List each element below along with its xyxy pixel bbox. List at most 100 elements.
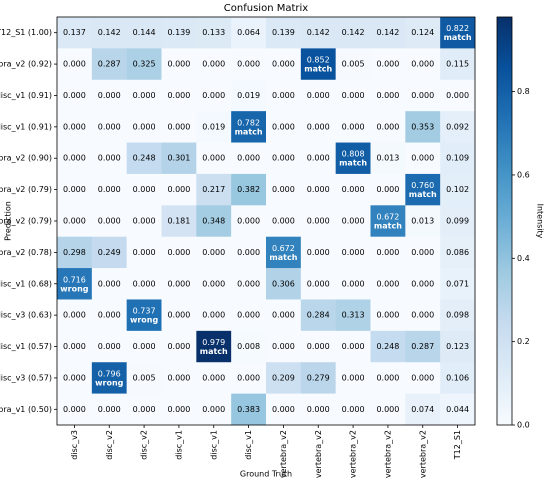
heatmap-cell — [91, 48, 127, 81]
heatmap-cell — [231, 142, 267, 175]
cell-value-label: 0.071 — [446, 279, 469, 288]
cell-value-label: 0.000 — [411, 248, 434, 257]
cell-value-label: 0.000 — [167, 279, 190, 288]
heatmap-cell — [196, 48, 232, 81]
cell-value-label: 0.000 — [411, 91, 434, 100]
cell-value-label: 0.737 — [133, 307, 156, 316]
heatmap-cell — [231, 268, 267, 300]
cell-value-label: 0.000 — [167, 311, 190, 320]
cell-value-label: 0.000 — [202, 248, 225, 257]
cell-value-label: 0.074 — [411, 405, 434, 414]
cell-value-label: 0.000 — [342, 217, 365, 226]
cell-value-label: 0.086 — [446, 248, 469, 257]
x-tick-label: vertebra_v2 — [349, 430, 358, 478]
heatmap-cell — [405, 299, 441, 332]
cell-note: wrong — [130, 316, 159, 325]
cell-value-label: 0.000 — [63, 60, 86, 69]
cell-value-label: 0.000 — [133, 279, 156, 288]
cell-value-label: 0.139 — [167, 28, 190, 37]
cell-value-label: 0.000 — [167, 405, 190, 414]
cell-value-label: 0.000 — [167, 91, 190, 100]
heatmap-cell — [266, 79, 302, 112]
heatmap-cell — [57, 79, 93, 112]
cell-value-label: 0.000 — [133, 248, 156, 257]
heatmap-cell — [300, 48, 336, 81]
cell-value-label: 0.000 — [202, 91, 225, 100]
cell-value-label: 0.313 — [342, 311, 365, 320]
x-tick-label: disc_v2 — [140, 430, 149, 460]
cell-note: match — [269, 253, 297, 262]
heatmap-cell — [231, 393, 267, 426]
heatmap-cell — [57, 236, 93, 269]
cell-value-label: 0.137 — [63, 28, 86, 37]
heatmap-cell — [335, 17, 371, 49]
cell-value-label: 0.109 — [446, 154, 469, 163]
cell-value-label: 0.287 — [98, 60, 121, 69]
heatmap-cell — [335, 79, 371, 112]
heatmap-cell — [196, 111, 232, 143]
heatmap-cell — [126, 236, 162, 269]
cell-value-label: 0.000 — [342, 248, 365, 257]
heatmap-cell — [440, 173, 476, 206]
y-tick-label: vertebra_v2 (0.92) — [0, 60, 52, 69]
colorbar-tick-label: 0.2 — [517, 337, 530, 346]
colorbar-tick-label: 0.6 — [517, 170, 530, 179]
cell-value-label: 0.000 — [307, 342, 330, 351]
heatmap-cell — [161, 205, 197, 237]
heatmap-cell — [91, 173, 127, 206]
heatmap-cell — [231, 173, 267, 206]
cell-value-label: 0.000 — [63, 342, 86, 351]
cell-value-label: 0.000 — [411, 279, 434, 288]
heatmap-cell — [440, 330, 476, 363]
heatmap-cell — [126, 299, 162, 332]
cell-value-label: 0.000 — [202, 373, 225, 382]
heatmap-cell — [335, 173, 371, 206]
heatmap-cell — [91, 393, 127, 426]
heatmap-cell — [161, 173, 197, 206]
heatmap-cell — [300, 205, 336, 237]
heatmap-cell — [370, 205, 406, 237]
cell-value-label: 0.000 — [63, 91, 86, 100]
cell-value-label: 0.064 — [237, 28, 260, 37]
heatmap-cell — [335, 299, 371, 332]
cell-value-label: 0.000 — [133, 217, 156, 226]
cell-value-label: 0.325 — [133, 60, 156, 69]
heatmap-cell — [231, 48, 267, 81]
heatmap-cell — [440, 299, 476, 332]
cell-note: wrong — [60, 284, 89, 293]
cell-value-label: 0.044 — [446, 405, 469, 414]
heatmap-cell — [300, 268, 336, 300]
heatmap-cell — [231, 299, 267, 332]
heatmap-cell — [161, 268, 197, 300]
cell-value-label: 0.760 — [411, 181, 434, 190]
cell-value-label: 0.808 — [342, 150, 365, 159]
x-tick-label: disc_v1 — [209, 430, 218, 460]
heatmap-cell — [126, 393, 162, 426]
cell-value-label: 0.000 — [98, 217, 121, 226]
heatmap-cell — [57, 362, 93, 394]
cell-value-label: 0.005 — [342, 60, 365, 69]
cell-note: match — [444, 33, 472, 42]
cell-value-label: 0.000 — [376, 405, 399, 414]
cell-value-label: 0.000 — [411, 154, 434, 163]
heatmap-cell — [57, 17, 93, 49]
heatmap-cell — [300, 236, 336, 269]
heatmap-cell — [196, 268, 232, 300]
cell-value-label: 0.000 — [63, 185, 86, 194]
cell-value-label: 0.019 — [237, 91, 260, 100]
cell-value-label: 0.142 — [98, 28, 121, 37]
heatmap-cell — [370, 142, 406, 175]
heatmap-cell — [231, 79, 267, 112]
heatmap-cell — [161, 111, 197, 143]
cell-value-label: 0.142 — [307, 28, 330, 37]
cell-note: match — [304, 65, 332, 74]
cell-value-label: 0.115 — [446, 60, 469, 69]
cell-value-label: 0.144 — [133, 28, 156, 37]
y-tick-label: T12_S1 (1.00) — [0, 28, 52, 37]
cell-value-label: 0.000 — [98, 311, 121, 320]
cell-value-label: 0.279 — [307, 373, 330, 382]
heatmap-cell — [300, 299, 336, 332]
cell-value-label: 0.000 — [272, 185, 295, 194]
cell-note: match — [409, 190, 437, 199]
cell-value-label: 0.000 — [446, 91, 469, 100]
